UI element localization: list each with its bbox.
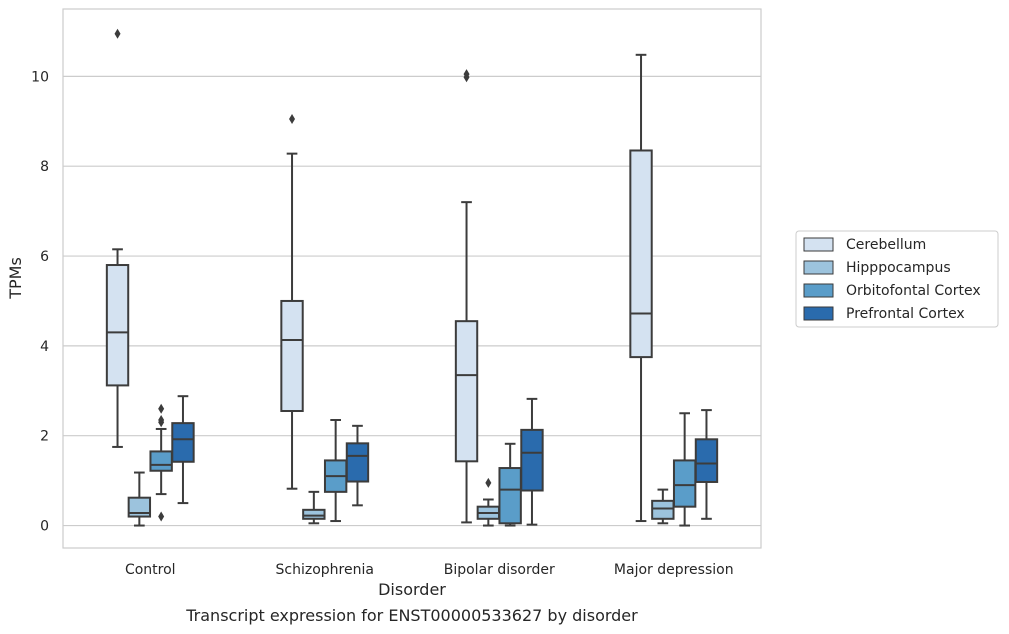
y-axis-ticks: 0 2 4 6 8 10 <box>31 69 49 534</box>
box-prefrontal-cortex-bipolar-disorder <box>520 397 544 526</box>
box-cerebellum-control <box>105 28 130 448</box>
iqr-box <box>171 422 195 463</box>
legend-label: Cerebellum <box>846 237 926 253</box>
box-hipppocampus-bipolar-disorder <box>476 477 501 527</box>
legend-swatch <box>803 306 834 321</box>
outlier-point <box>158 414 165 425</box>
iqr-box <box>520 428 544 492</box>
x-tick-label: Bipolar disorder <box>444 562 555 578</box>
y-axis-label: TPMs <box>6 257 25 300</box>
y-tick-label: 6 <box>40 249 49 265</box>
iqr-box <box>498 467 522 525</box>
outlier-point <box>158 511 165 522</box>
legend-swatch <box>803 283 834 298</box>
legend: Cerebellum Hipppocampus Orbitofontal Corte… <box>795 230 999 328</box>
x-tick-label: Schizophrenia <box>276 562 374 578</box>
y-tick-label: 4 <box>40 339 49 355</box>
box-cerebellum-major-depression <box>629 53 653 523</box>
iqr-box <box>651 499 675 520</box>
legend-frame <box>795 230 999 328</box>
legend-label: Prefrontal Cortex <box>846 306 965 322</box>
x-tick-label: Major depression <box>614 562 734 578</box>
x-axis-ticks: Control Schizophrenia Bipolar disorder Majo… <box>125 562 734 578</box>
outlier-point <box>485 477 492 488</box>
box-groups <box>105 28 719 527</box>
box-hipppocampus-major-depression <box>651 488 675 525</box>
box-cerebellum-schizophrenia <box>280 114 304 490</box>
y-tick-label: 0 <box>40 519 49 535</box>
iqr-box <box>629 149 653 359</box>
box-orbitofontal-cortex-control <box>149 403 173 522</box>
y-tick-label: 10 <box>31 69 49 85</box>
x-axis-label: Disorder <box>378 580 446 599</box>
iqr-box <box>345 442 370 483</box>
legend-swatch <box>803 260 834 275</box>
box-hipppocampus-control <box>127 471 152 527</box>
iqr-box <box>454 320 479 463</box>
box-prefrontal-cortex-schizophrenia <box>345 424 370 507</box>
box-prefrontal-cortex-major-depression <box>694 409 719 520</box>
outlier-point <box>158 403 165 414</box>
x-tick-label: Control <box>125 562 176 578</box>
outlier-point <box>114 28 121 39</box>
box-hipppocampus-schizophrenia <box>302 490 326 525</box>
legend-label: Orbitofontal Cortex <box>846 283 981 299</box>
y-tick-label: 8 <box>40 159 49 175</box>
box-orbitofontal-cortex-major-depression <box>672 412 697 527</box>
iqr-box <box>672 459 697 508</box>
iqr-box <box>694 438 719 483</box>
legend-label: Hipppocampus <box>846 260 951 276</box>
box-cerebellum-bipolar-disorder <box>454 69 479 524</box>
y-tick-label: 2 <box>40 429 49 445</box>
legend-swatch <box>803 237 834 252</box>
outlier-point <box>289 114 296 125</box>
iqr-box <box>105 264 130 387</box>
iqr-box <box>149 450 173 472</box>
plot-area-frame <box>62 8 762 549</box>
box-prefrontal-cortex-control <box>171 395 195 505</box>
outlier-point <box>463 69 470 80</box>
iqr-box <box>280 299 304 413</box>
iqr-box <box>302 508 326 520</box>
iqr-box <box>127 496 152 518</box>
figure-caption: Transcript expression for ENST0000053362… <box>186 606 638 625</box>
box-orbitofontal-cortex-bipolar-disorder <box>498 442 522 527</box>
